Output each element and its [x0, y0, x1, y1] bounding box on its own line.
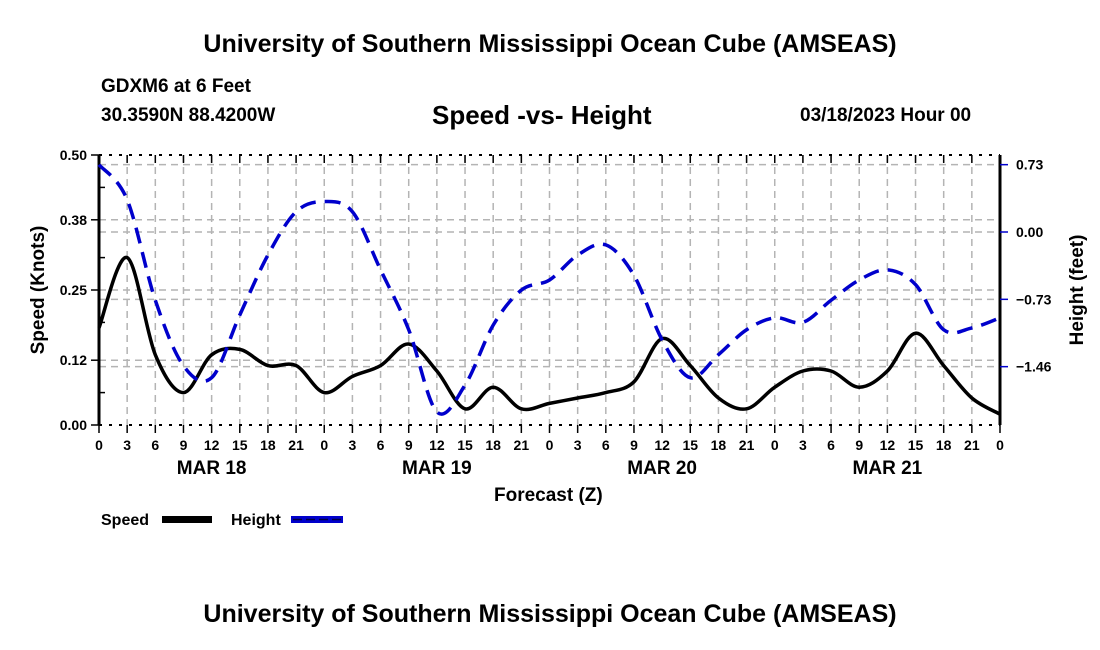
date-label: MAR 18: [177, 458, 247, 479]
series-line-speed: [97, 255, 1001, 416]
x-tick-label: 6: [602, 437, 610, 453]
station-label: GDXM6 at 6 Feet: [101, 76, 251, 97]
x-tick-label: 12: [429, 437, 445, 453]
axis-labels: 0 3 6 9 12 15 18 21 0 3 6 9 12 15 18 21 0 3 6 9 12 15 18 21 0 3 6 9…: [28, 147, 1088, 506]
x-tick-label: 9: [180, 437, 188, 453]
x-tick-label: 21: [964, 437, 980, 453]
x-tick-label: 18: [711, 437, 727, 453]
x-tick-label: 3: [349, 437, 357, 453]
y2-tick-label: 0.00: [1016, 224, 1043, 240]
x-tick-label: 6: [827, 437, 835, 453]
y2-tick-label: −1.46: [1016, 359, 1052, 375]
x-tick-label: 6: [151, 437, 159, 453]
grid: [99, 155, 1000, 425]
x-tick-label: 12: [204, 437, 220, 453]
forecast-datetime: 03/18/2023 Hour 00: [800, 105, 972, 126]
x-tick-label: 21: [288, 437, 304, 453]
date-label: MAR 19: [402, 458, 472, 479]
y-tick-label: 0.50: [60, 147, 87, 163]
x-tick-label: 3: [799, 437, 807, 453]
y-axis-title: Speed (Knots): [28, 226, 49, 355]
footer-title: University of Southern Mississippi Ocean…: [203, 600, 897, 628]
x-tick-label: 6: [377, 437, 385, 453]
x-tick-label: 0: [996, 437, 1004, 453]
chart-title: University of Southern Mississippi Ocean…: [203, 30, 897, 58]
series-group: [97, 163, 1001, 416]
legend-label-height: Height: [231, 512, 281, 529]
x-tick-label: 21: [739, 437, 755, 453]
y2-axis-title: Height (feet): [1067, 235, 1088, 346]
x-tick-label: 21: [514, 437, 530, 453]
x-tick-label: 9: [630, 437, 638, 453]
axes: [91, 154, 1008, 433]
x-tick-label: 15: [457, 437, 473, 453]
x-tick-label: 15: [682, 437, 698, 453]
coordinates-label: 30.3590N 88.4200W: [101, 105, 276, 126]
x-tick-label: 15: [908, 437, 924, 453]
date-label: MAR 21: [853, 458, 923, 479]
x-tick-label: 15: [232, 437, 248, 453]
x-tick-label: 0: [95, 437, 103, 453]
legend: Speed Height: [101, 512, 343, 529]
series-line-height: [97, 163, 1001, 416]
legend-label-speed: Speed: [101, 512, 149, 529]
x-tick-label: 18: [260, 437, 276, 453]
x-tick-label: 0: [320, 437, 328, 453]
x-tick-label: 18: [485, 437, 501, 453]
date-label: MAR 20: [627, 458, 697, 479]
x-axis-title: Forecast (Z): [494, 485, 603, 506]
y2-tick-label: 0.73: [1016, 157, 1043, 173]
legend-swatch-speed: [162, 516, 212, 523]
legend-swatch-height: [291, 516, 343, 523]
x-tick-label: 0: [546, 437, 554, 453]
x-tick-label: 18: [936, 437, 952, 453]
x-tick-label: 9: [405, 437, 413, 453]
y-tick-label: 0.38: [60, 212, 87, 228]
y-tick-label: 0.12: [60, 352, 87, 368]
y-tick-label: 0.25: [60, 282, 87, 298]
x-tick-label: 9: [855, 437, 863, 453]
x-tick-label: 0: [771, 437, 779, 453]
y2-tick-label: −0.73: [1016, 291, 1052, 307]
x-tick-label: 3: [123, 437, 131, 453]
chart-subtitle: Speed -vs- Height: [432, 100, 652, 130]
x-tick-label: 12: [654, 437, 670, 453]
x-tick-label: 12: [880, 437, 896, 453]
y-tick-label: 0.00: [60, 417, 87, 433]
x-tick-label: 3: [574, 437, 582, 453]
